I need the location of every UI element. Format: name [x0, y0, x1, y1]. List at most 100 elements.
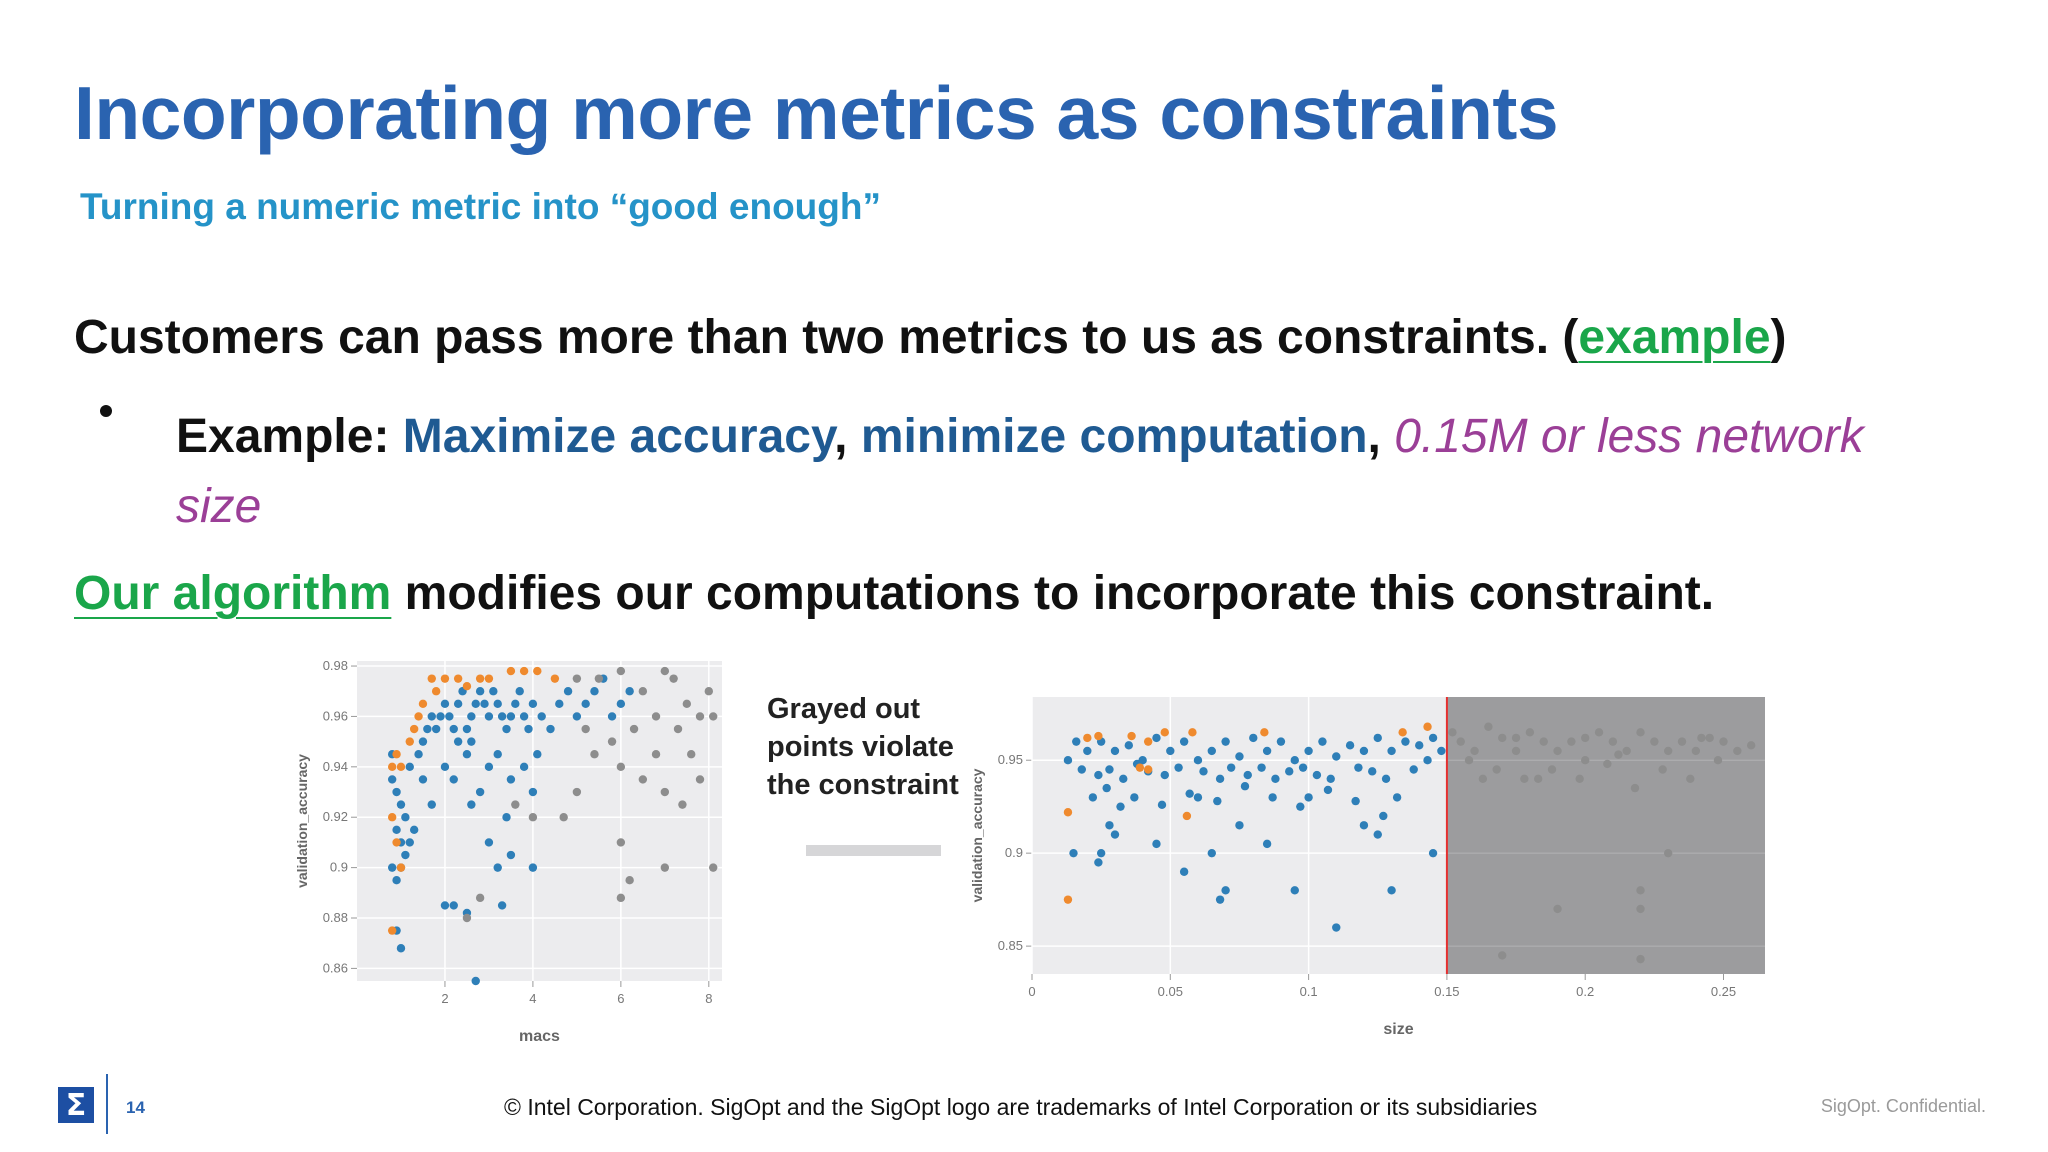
chart1-orange-point	[396, 863, 406, 872]
chart1-gray-point	[581, 724, 590, 734]
grayed-points-note: Grayed out points violate the constraint	[767, 693, 959, 801]
chart1-blue-point	[581, 699, 590, 709]
chart1-blue-point	[418, 775, 428, 784]
chart1-gray-point	[651, 750, 661, 759]
chart1-blue-point	[440, 901, 450, 910]
chart2-blue-point	[1221, 886, 1230, 895]
chart1-blue-point	[493, 699, 502, 709]
chart1-orange-point	[533, 666, 542, 676]
chart1-gray-point	[695, 775, 705, 784]
chart2-blue-point	[1083, 746, 1092, 756]
example-bullet: Example: Maximize accuracy, minimize com…	[176, 402, 1936, 542]
chart1-gray-point	[559, 813, 568, 822]
chart1-orange-point	[431, 687, 441, 696]
chart2-x-axis-label: size	[1383, 1021, 1413, 1038]
chart2-blue-point	[1094, 770, 1103, 780]
chart1-blue-point	[484, 838, 494, 847]
chart1-blue-point	[401, 850, 410, 860]
chart1-blue-point	[528, 863, 538, 872]
chart2-gray-point	[1697, 733, 1706, 743]
chart1-blue-point	[427, 800, 436, 809]
chart2-blue-point	[1409, 765, 1418, 774]
example-link[interactable]: example	[1578, 311, 1771, 364]
chart1-y-tick-label: 0.88	[323, 910, 348, 925]
chart2-blue-point	[1193, 756, 1203, 765]
chart1-gray-point	[678, 800, 687, 809]
chart2-blue-point	[1249, 733, 1258, 743]
chart1-blue-point	[431, 724, 441, 734]
chart1-gray-point	[629, 724, 639, 734]
chart2-blue-point	[1257, 763, 1266, 772]
chart1-gray-point	[594, 674, 604, 683]
chart1-orange-point	[550, 674, 560, 683]
chart2-blue-point	[1185, 789, 1194, 798]
chart2-gray-point	[1520, 774, 1529, 783]
chart1-blue-point	[423, 724, 432, 734]
chart1-blue-point	[401, 813, 410, 822]
chart2-blue-point	[1298, 763, 1308, 772]
chart2-gray-point	[1581, 756, 1590, 765]
slide-title: Incorporating more metrics as constraint…	[74, 71, 1559, 155]
chart2-orange-point	[1143, 737, 1153, 746]
chart2-gray-point	[1663, 848, 1673, 858]
chart2-blue-point	[1354, 763, 1363, 772]
constraints-statement: Customers can pass more than two metrics…	[74, 310, 1787, 365]
chart2-gray-point	[1686, 774, 1695, 783]
chart1-orange-point	[387, 926, 397, 935]
chart2-gray-point	[1525, 728, 1535, 737]
chart2-orange-point	[1398, 728, 1407, 737]
bullet-label: Example:	[176, 410, 403, 463]
chart1-blue-point	[489, 687, 498, 696]
chart1-orange-point	[396, 762, 406, 772]
chart2-blue-point	[1119, 774, 1128, 783]
chart2-blue-point	[1166, 746, 1175, 756]
chart1-blue-point	[449, 901, 458, 910]
chart1-blue-point	[555, 699, 564, 709]
chart2-blue-point	[1235, 752, 1244, 761]
chart2-gray-point	[1470, 746, 1479, 756]
chart1-blue-point	[506, 775, 516, 784]
chart1-blue-point	[467, 737, 476, 746]
chart2-blue-point	[1240, 782, 1250, 791]
chart2-blue-point	[1105, 821, 1114, 830]
chart2-blue-point	[1401, 737, 1410, 746]
chart1-x-tick-label: 4	[529, 991, 536, 1006]
chart1-blue-point	[467, 712, 476, 721]
chart1-blue-point	[440, 762, 450, 772]
page-number: 14	[126, 1098, 145, 1117]
chart2-orange-point	[1182, 811, 1192, 821]
chart2-blue-point	[1290, 756, 1299, 765]
chart1-blue-point	[493, 750, 502, 759]
chart2-orange-point	[1063, 895, 1073, 904]
chart2-blue-point	[1262, 839, 1272, 849]
chart2-gray-point	[1650, 737, 1659, 746]
chart2-blue-point	[1096, 848, 1106, 858]
chart2-blue-point	[1262, 746, 1272, 756]
chart2-blue-point	[1235, 821, 1244, 830]
chart1-x-tick-label: 8	[705, 991, 712, 1006]
chart2-blue-point	[1381, 774, 1391, 783]
chart1-blue-point	[440, 699, 450, 709]
chart2-orange-point	[1094, 731, 1103, 741]
chart2-orange-point	[1127, 731, 1136, 741]
chart1-orange-point	[484, 674, 494, 683]
our-algorithm-link[interactable]: Our algorithm	[74, 567, 392, 620]
chart2-gray-point	[1746, 741, 1756, 750]
chart2-blue-point	[1271, 774, 1280, 783]
chart1-blue-point	[511, 699, 520, 709]
chart2-blue-point	[1102, 783, 1111, 793]
chart2-blue-point	[1160, 770, 1169, 780]
chart1-blue-point	[418, 737, 428, 746]
chart2-y-tick-label: 0.85	[998, 938, 1023, 953]
chart1-y-tick-label: 0.94	[323, 759, 348, 774]
chart2-blue-point	[1152, 733, 1161, 743]
chart2-blue-point	[1179, 867, 1189, 876]
chart1-gray-point	[660, 666, 670, 676]
chart2-blue-point	[1124, 741, 1134, 750]
chart2-y-tick-label: 0.95	[998, 752, 1023, 767]
chart1-blue-point	[546, 724, 555, 734]
chart1-blue-point	[484, 712, 494, 721]
chart1-gray-point	[673, 724, 683, 734]
chart2-blue-point	[1351, 796, 1360, 806]
chart1-blue-point	[590, 687, 599, 696]
